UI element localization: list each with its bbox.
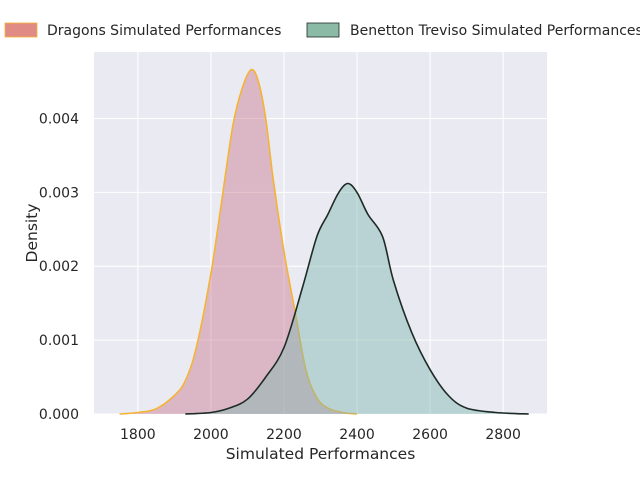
x-axis-ticks: 1800 2000 2200 2400 2600 2800 (120, 427, 521, 443)
legend-swatch-dragons (4, 22, 38, 38)
y-tick-label: 0.002 (39, 259, 79, 275)
x-axis-label: Simulated Performances (226, 445, 416, 463)
legend-label-benetton: Benetton Treviso Simulated Performances (350, 23, 640, 39)
y-axis-label: Density (23, 204, 41, 263)
legend-label-dragons: Dragons Simulated Performances (47, 23, 281, 39)
y-axis-ticks: 0.000 0.001 0.002 0.003 0.004 (39, 111, 79, 423)
density-area-1 (185, 183, 529, 414)
x-tick-label: 2200 (266, 427, 302, 443)
density-areas (119, 68, 529, 415)
density-line-1 (185, 182, 529, 415)
x-tick-label: 2000 (193, 427, 229, 443)
x-tick-label: 2400 (339, 427, 375, 443)
x-tick-label: 2600 (412, 427, 448, 443)
grid (94, 52, 547, 415)
x-tick-label: 1800 (120, 427, 156, 443)
legend: Dragons Simulated Performances Benetton … (4, 22, 640, 39)
plot-background (94, 52, 547, 414)
y-tick-label: 0.001 (39, 333, 79, 349)
y-tick-label: 0.003 (39, 185, 79, 201)
density-line-0 (119, 68, 358, 415)
x-tick-label: 2800 (485, 427, 521, 443)
y-tick-label: 0.000 (39, 407, 79, 423)
y-tick-label: 0.004 (39, 111, 79, 127)
legend-swatch-benetton (306, 22, 340, 38)
